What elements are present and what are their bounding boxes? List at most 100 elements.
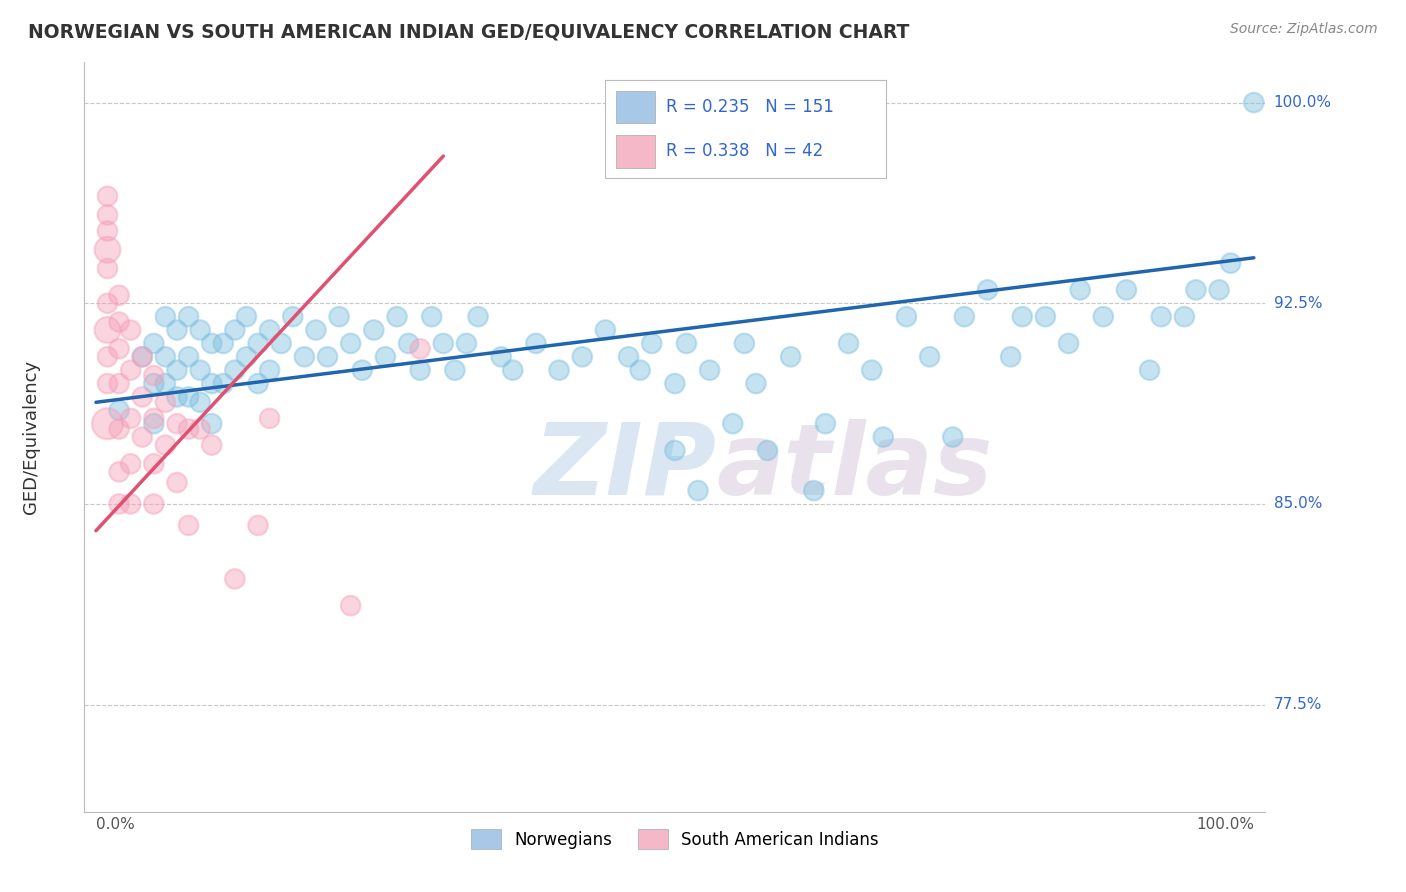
Point bbox=[166, 417, 188, 431]
Point bbox=[281, 310, 304, 324]
Point bbox=[96, 224, 118, 238]
Text: R = 0.235   N = 151: R = 0.235 N = 151 bbox=[666, 98, 834, 116]
Point bbox=[188, 363, 211, 377]
Point bbox=[131, 390, 153, 404]
Point bbox=[188, 395, 211, 409]
Point bbox=[120, 363, 142, 377]
Point bbox=[316, 350, 339, 364]
Point bbox=[953, 310, 976, 324]
Point bbox=[108, 465, 131, 479]
Point bbox=[617, 350, 640, 364]
Text: Source: ZipAtlas.com: Source: ZipAtlas.com bbox=[1230, 22, 1378, 37]
Point bbox=[1069, 283, 1091, 297]
Text: atlas: atlas bbox=[716, 418, 993, 516]
Point bbox=[96, 323, 118, 337]
Point bbox=[779, 350, 801, 364]
Point bbox=[432, 336, 454, 351]
Point bbox=[166, 390, 188, 404]
Point bbox=[292, 350, 315, 364]
Point bbox=[733, 336, 755, 351]
Point bbox=[96, 350, 118, 364]
Point bbox=[1035, 310, 1057, 324]
Point bbox=[444, 363, 467, 377]
Point bbox=[177, 422, 200, 436]
Point bbox=[212, 376, 235, 391]
Point bbox=[259, 323, 281, 337]
Point bbox=[420, 310, 443, 324]
Point bbox=[131, 350, 153, 364]
Point bbox=[1057, 336, 1080, 351]
Point bbox=[270, 336, 292, 351]
Point bbox=[96, 208, 118, 222]
Point bbox=[896, 310, 918, 324]
Point bbox=[188, 323, 211, 337]
Point bbox=[942, 430, 965, 444]
Point bbox=[177, 350, 200, 364]
Point bbox=[155, 310, 177, 324]
Point bbox=[142, 368, 165, 383]
Point bbox=[259, 411, 281, 425]
Point bbox=[235, 310, 257, 324]
Point bbox=[363, 323, 385, 337]
Point bbox=[1139, 363, 1161, 377]
Point bbox=[814, 417, 837, 431]
Point bbox=[1150, 310, 1173, 324]
Point bbox=[352, 363, 374, 377]
Point bbox=[155, 350, 177, 364]
Point bbox=[1000, 350, 1022, 364]
Point bbox=[108, 403, 131, 417]
Point bbox=[745, 376, 768, 391]
Point bbox=[385, 310, 408, 324]
Point bbox=[177, 518, 200, 533]
Point bbox=[247, 518, 270, 533]
Point bbox=[1243, 95, 1265, 110]
Point bbox=[1208, 283, 1230, 297]
Point bbox=[699, 363, 721, 377]
Point bbox=[247, 336, 270, 351]
Text: 85.0%: 85.0% bbox=[1274, 497, 1322, 511]
Point bbox=[142, 411, 165, 425]
Text: 77.5%: 77.5% bbox=[1274, 698, 1322, 712]
Point bbox=[872, 430, 894, 444]
Point bbox=[120, 323, 142, 337]
Point bbox=[686, 483, 709, 498]
Point bbox=[259, 363, 281, 377]
Point bbox=[409, 342, 432, 356]
Point bbox=[409, 363, 432, 377]
Point bbox=[177, 390, 200, 404]
Legend: Norwegians, South American Indians: Norwegians, South American Indians bbox=[464, 822, 886, 855]
Point bbox=[838, 336, 860, 351]
Point bbox=[142, 336, 165, 351]
Point bbox=[96, 296, 118, 310]
Text: 0.0%: 0.0% bbox=[96, 817, 135, 832]
Point bbox=[142, 417, 165, 431]
Point bbox=[664, 443, 686, 458]
Point bbox=[142, 376, 165, 391]
Point bbox=[108, 342, 131, 356]
Point bbox=[212, 336, 235, 351]
Point bbox=[108, 497, 131, 511]
Point bbox=[235, 350, 257, 364]
Point bbox=[860, 363, 883, 377]
Point bbox=[595, 323, 617, 337]
Point bbox=[155, 395, 177, 409]
Point bbox=[664, 376, 686, 391]
Point bbox=[166, 475, 188, 490]
Point bbox=[108, 315, 131, 329]
Point bbox=[548, 363, 571, 377]
Point bbox=[1173, 310, 1195, 324]
Text: ZIP: ZIP bbox=[533, 418, 716, 516]
Point bbox=[108, 376, 131, 391]
Point bbox=[456, 336, 478, 351]
Point bbox=[641, 336, 664, 351]
Point bbox=[201, 438, 224, 452]
Point bbox=[201, 336, 224, 351]
Point bbox=[675, 336, 697, 351]
Point bbox=[120, 457, 142, 471]
Text: GED/Equivalency: GED/Equivalency bbox=[22, 360, 41, 514]
Point bbox=[1011, 310, 1033, 324]
Point bbox=[120, 411, 142, 425]
Point bbox=[339, 599, 361, 613]
Point bbox=[142, 457, 165, 471]
Point bbox=[131, 430, 153, 444]
